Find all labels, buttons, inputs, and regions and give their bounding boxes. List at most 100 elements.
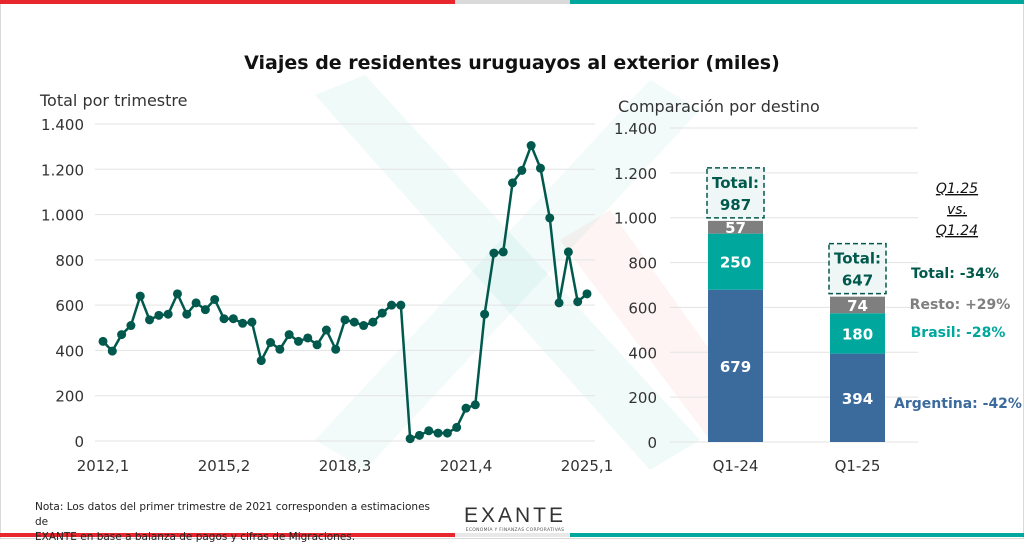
total-data-point [387,300,397,310]
line-xtick-label: 2012,1 [77,457,130,475]
bar-ytick-label: 0 [647,434,657,452]
total-data-point [293,336,303,346]
line-ytick-label: 800 [55,252,84,270]
bar-value-label: 679 [720,358,751,376]
bar-ytick-label: 200 [628,389,657,407]
bar-category-label: Q1-25 [835,457,881,475]
bottom-teal-stripe [570,533,1024,537]
total-data-point [154,310,164,320]
line-chart-subtitle: Total por trimestre [40,91,188,110]
bottom-red-stripe [0,533,455,537]
total-callout-box [828,242,887,295]
total-data-point [359,321,369,331]
total-data-point [554,298,564,308]
bar-segment-brasil [708,233,763,290]
bar-ytick-label: 600 [628,299,657,317]
total-data-point [452,422,462,432]
exante-logo: EXANTE ECONOMÍA Y FINANZAS CORPORATIVAS [460,504,570,533]
total-data-point [219,314,229,324]
total-data-point [414,430,424,440]
total-callout-box [706,167,765,219]
total-data-point [238,318,248,328]
bar-ytick-label: 1.200 [614,165,657,183]
total-data-point [545,213,555,223]
line-xtick-label: 2018,3 [319,457,372,475]
bar-category-label: Q1-24 [713,457,759,475]
line-ytick-label: 400 [55,342,84,360]
bar-ytick-label: 1.400 [614,120,657,138]
logo-tagline: ECONOMÍA Y FINANZAS CORPORATIVAS [465,528,565,533]
bar-value-label: 180 [842,325,873,343]
comparison-total: Total: -34% [911,266,999,282]
total-data-point [256,356,266,366]
line-ytick-label: 600 [55,297,84,315]
top-teal-stripe [570,0,1024,4]
total-data-point [396,300,406,310]
bar-segment-argentina [708,289,763,442]
line-ytick-label: 1.200 [41,161,84,179]
comparison-heading: Q1.25 [936,181,978,197]
bar-value-label: 74 [847,297,868,315]
total-data-point [200,305,210,315]
top-red-stripe [0,0,455,4]
total-data-point [368,317,378,327]
chart-title: Viajes de residentes uruguayos al exteri… [244,52,780,74]
total-data-point [433,428,443,438]
bar-segment-argentina [830,353,885,442]
total-data-point [573,297,583,307]
line-ytick-label: 200 [55,388,84,406]
total-data-point [424,426,434,436]
bar-segment-brasil [830,313,885,354]
total-data-point [331,344,341,354]
bar-value-label: 57 [725,219,746,237]
total-data-point [582,289,592,299]
bar-value-label: 394 [842,390,873,408]
line-xtick-label: 2021,4 [440,457,493,475]
top-gray-stripe [455,0,570,4]
bar-ytick-label: 1.000 [614,210,657,228]
line-ytick-label: 0 [74,433,84,451]
bar-ytick-label: 800 [628,255,657,273]
bottom-gray-stripe [455,533,570,537]
bar-chart-subtitle: Comparación por destino [618,97,820,116]
comparison-argentina: Argentina: -42% [894,396,1022,412]
comparison-heading: Q1.24 [936,223,978,239]
total-data-point [275,344,285,354]
total-data-point [349,317,359,327]
comparison-heading: vs. [947,202,967,218]
total-callout-value: 987 [720,196,751,214]
total-data-point [172,289,182,299]
total-data-point [191,298,201,308]
total-callout-value: 647 [842,272,873,290]
total-data-point [135,291,145,301]
total-data-point [461,403,471,413]
total-callout-label: Total: [834,250,881,268]
total-data-point [182,309,192,319]
bar-segment-resto [830,296,885,314]
total-data-point [228,314,238,324]
total-data-point [126,321,136,331]
total-data-point [377,308,387,318]
total-data-point [563,247,573,257]
comparison-brasil: Brasil: -28% [911,325,1006,341]
total-data-point [284,330,294,340]
line-ytick-label: 1.000 [41,207,84,225]
total-data-point [470,400,480,410]
total-data-point [303,333,313,343]
footnote-line-1: Nota: Los datos del primer trimestre de … [35,501,431,528]
total-callout-label: Total: [712,174,759,192]
total-data-point [321,325,331,335]
total-data-point [526,141,536,151]
footnote: Nota: Los datos del primer trimestre de … [35,500,435,545]
comparison-resto: Resto: +29% [910,297,1011,313]
line-xtick-label: 2025,1 [561,457,614,475]
total-data-point [508,178,518,188]
total-data-point [498,247,508,257]
total-data-point [535,163,545,173]
line-ytick-label: 1.400 [41,116,84,134]
logo-word: EXANTE [463,504,567,527]
bar-segment-resto [708,220,763,234]
total-data-point [489,248,499,258]
total-data-point [145,315,155,325]
total-data-point [442,428,452,438]
